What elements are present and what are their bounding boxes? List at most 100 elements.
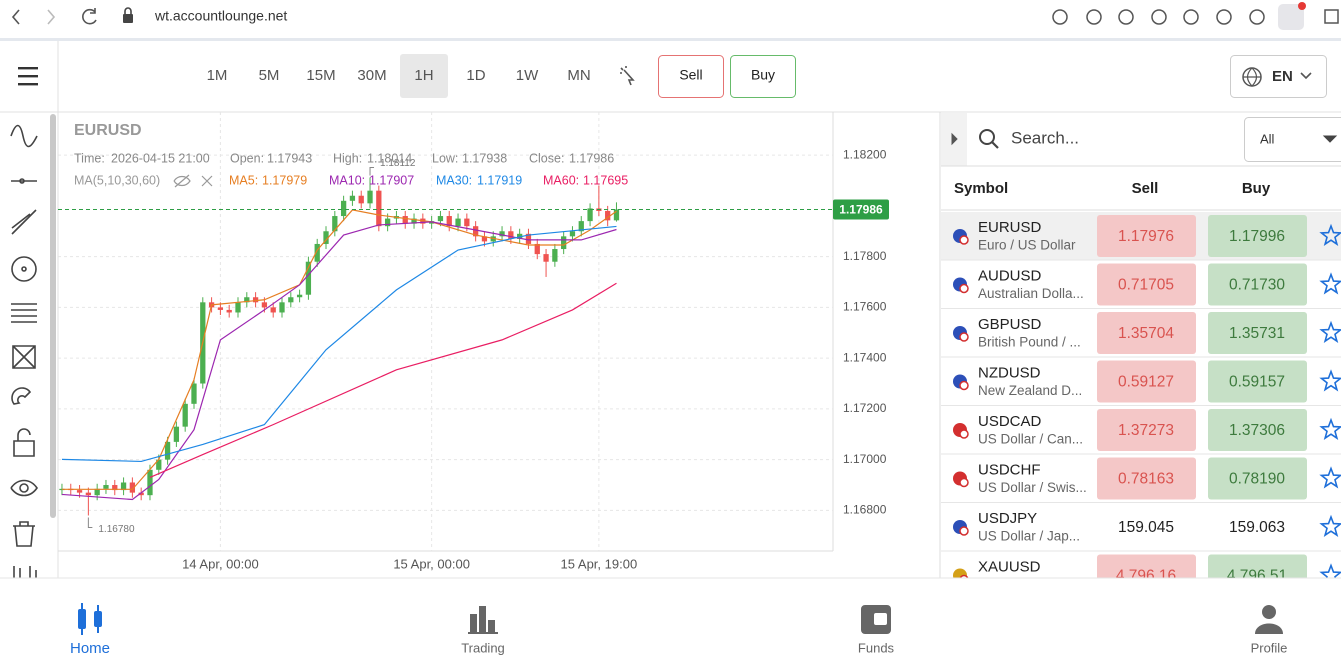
filter-label[interactable]: All: [1260, 131, 1275, 146]
buy-price-bg[interactable]: [1208, 360, 1307, 403]
language-label[interactable]: EN: [1272, 68, 1293, 85]
candle-body: [296, 294, 303, 298]
ma-legend-name: MA60:: [543, 173, 579, 187]
lock-icon: [123, 14, 133, 23]
candle-body: [358, 195, 364, 204]
language-dropdown[interactable]: [1230, 55, 1327, 98]
candle-body: [384, 218, 391, 227]
buy-price-bg[interactable]: [1208, 215, 1307, 257]
browser-action[interactable]: [1052, 9, 1068, 25]
favorite-star[interactable]: [1319, 417, 1341, 440]
active-timeframe-bg: [400, 54, 448, 98]
symbol-description: US Dollar / Can...: [978, 432, 1083, 447]
buy-price-bg[interactable]: [1208, 457, 1307, 500]
buy-price[interactable]: 0.78190: [1229, 471, 1285, 488]
buy-price-bg[interactable]: [1208, 263, 1307, 306]
symbol-name[interactable]: AUDUSD: [978, 267, 1042, 284]
buy-button[interactable]: [730, 55, 796, 98]
search-input[interactable]: Search...: [1011, 128, 1079, 147]
browser-action[interactable]: [1249, 9, 1265, 25]
profile-button[interactable]: [1278, 4, 1304, 30]
nav-item[interactable]: Funds: [858, 640, 895, 655]
buy-price-bg[interactable]: [1208, 409, 1307, 451]
timeframe-button[interactable]: MN: [567, 67, 590, 84]
timeframe-button[interactable]: 30M: [357, 67, 386, 84]
buy-price[interactable]: 0.71730: [1229, 277, 1285, 294]
sell-price-bg[interactable]: [1097, 360, 1196, 403]
menu-icon-bar[interactable]: [18, 67, 38, 70]
sell-price[interactable]: 0.78163: [1118, 471, 1174, 488]
buy-price-bg[interactable]: [1208, 312, 1307, 354]
reload-icon: [82, 8, 97, 25]
candle-body: [94, 488, 100, 496]
timeframe-button[interactable]: 1H: [414, 67, 433, 84]
favorite-star[interactable]: [1319, 369, 1341, 392]
symbol-name[interactable]: USDCHF: [978, 461, 1041, 478]
timeframe-button[interactable]: 5M: [259, 67, 280, 84]
timeframe-button[interactable]: 1M: [207, 67, 228, 84]
moving-average-line: [149, 282, 617, 478]
symbol-name[interactable]: USDCAD: [978, 413, 1042, 430]
sell-button[interactable]: [658, 55, 724, 98]
sell-price-bg[interactable]: [1097, 312, 1196, 354]
x-tick-label: 15 Apr, 00:00: [393, 556, 470, 571]
drawing-tool: [11, 178, 37, 184]
symbol-name[interactable]: EURUSD: [978, 219, 1042, 236]
drawing-tool: [10, 124, 38, 148]
candle-body: [76, 490, 83, 493]
drawing-tool: [11, 209, 37, 235]
search-icon: [979, 129, 995, 145]
candle-body: [217, 307, 224, 310]
timeframe-button[interactable]: 15M: [306, 67, 335, 84]
favorite-star[interactable]: [1319, 223, 1341, 246]
sell-button-label[interactable]: Sell: [679, 67, 702, 83]
candle-body: [305, 261, 312, 295]
moving-average-line: [61, 225, 617, 463]
buy-price[interactable]: 0.59157: [1229, 374, 1285, 391]
buy-price[interactable]: 159.063: [1229, 519, 1285, 536]
symbol-name[interactable]: USDJPY: [978, 510, 1037, 527]
sell-price[interactable]: 1.17976: [1118, 228, 1174, 245]
sell-price-bg[interactable]: [1097, 457, 1196, 500]
sell-price[interactable]: 1.35704: [1118, 325, 1174, 342]
browser-action[interactable]: [1118, 9, 1134, 25]
browser-action[interactable]: [1183, 9, 1199, 25]
nav-item[interactable]: Home: [70, 640, 110, 657]
symbol-description: US Dollar / Jap...: [978, 529, 1080, 544]
sell-price-bg[interactable]: [1097, 263, 1196, 306]
symbol-name[interactable]: GBPUSD: [978, 316, 1042, 333]
buy-price[interactable]: 1.35731: [1229, 325, 1285, 342]
ohlc-readout: 1.17986: [569, 151, 614, 165]
symbol-name[interactable]: XAUUSD: [978, 558, 1041, 575]
favorite-star[interactable]: [1319, 466, 1341, 489]
sell-price-bg[interactable]: [1097, 409, 1196, 451]
drawing-tool: [13, 566, 37, 578]
nav-item[interactable]: Profile: [1251, 640, 1288, 655]
buy-price[interactable]: 1.37306: [1229, 422, 1285, 439]
menu-icon-bar[interactable]: [18, 83, 38, 86]
browser-action[interactable]: [1151, 9, 1167, 25]
sell-price[interactable]: 0.71705: [1118, 277, 1174, 294]
candle-body: [129, 482, 136, 493]
buy-price[interactable]: 1.17996: [1229, 228, 1285, 245]
profile-dot: [1298, 2, 1306, 10]
sell-price-bg[interactable]: [1097, 215, 1196, 257]
nav-item[interactable]: Trading: [461, 640, 505, 655]
candle-body: [578, 221, 584, 232]
funds-icon-slot: [874, 613, 887, 625]
favorite-star[interactable]: [1319, 272, 1341, 295]
filter-dropdown[interactable]: [1244, 117, 1341, 162]
sell-price[interactable]: 1.37273: [1118, 422, 1174, 439]
sell-price[interactable]: 0.59127: [1118, 374, 1174, 391]
candle-body: [534, 243, 540, 255]
browser-action[interactable]: [1216, 9, 1232, 25]
timeframe-button[interactable]: 1W: [516, 67, 539, 84]
favorite-star[interactable]: [1319, 514, 1341, 537]
menu-icon-bar[interactable]: [18, 75, 38, 78]
buy-button-label[interactable]: Buy: [751, 67, 775, 83]
favorite-star[interactable]: [1319, 320, 1341, 343]
sell-price[interactable]: 159.045: [1118, 519, 1174, 536]
symbol-name[interactable]: NZDUSD: [978, 364, 1041, 381]
timeframe-button[interactable]: 1D: [466, 67, 485, 84]
browser-action[interactable]: [1086, 9, 1102, 25]
